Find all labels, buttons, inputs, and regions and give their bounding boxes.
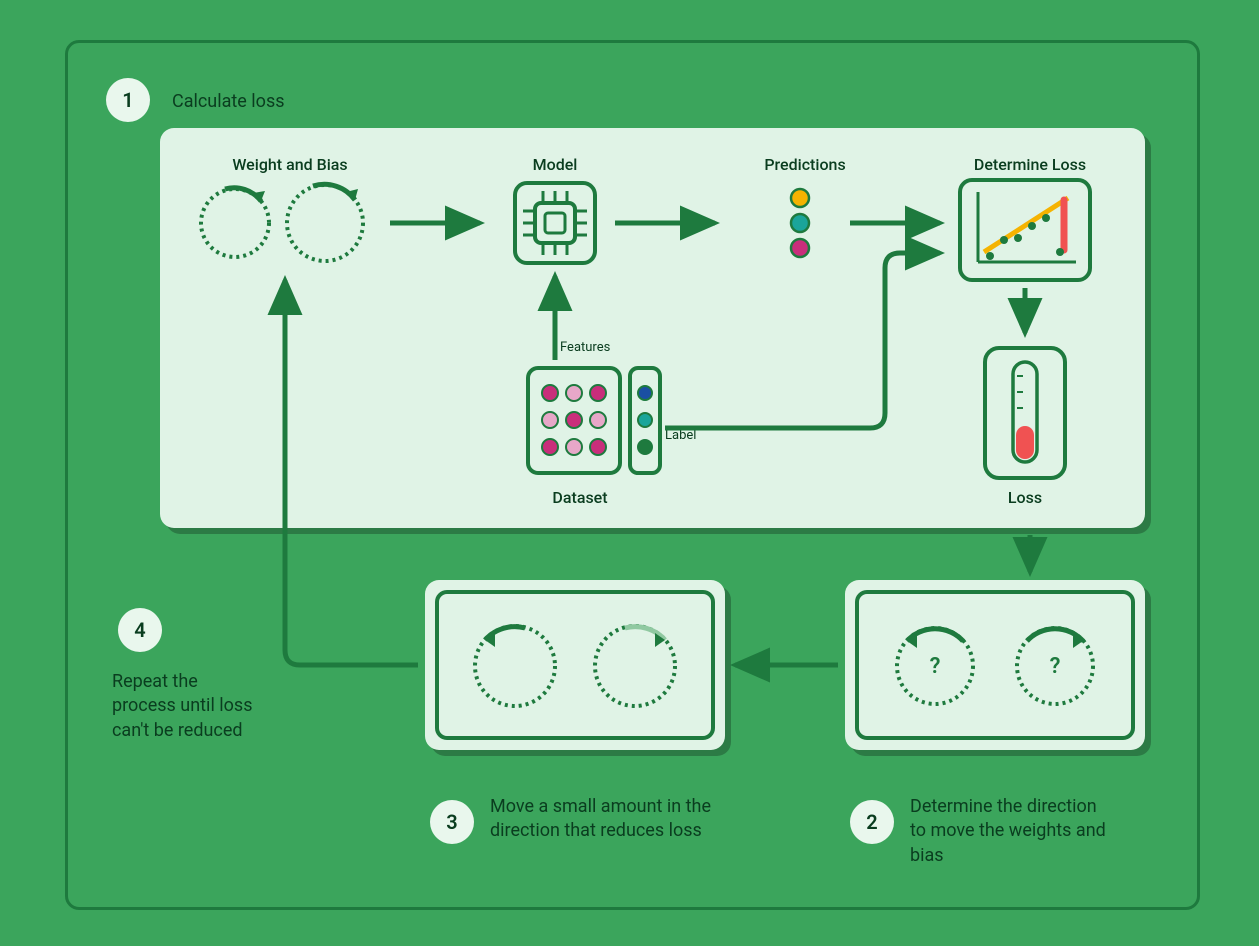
connector-svg [0,0,1259,946]
arrow-step3-wb [285,280,418,665]
